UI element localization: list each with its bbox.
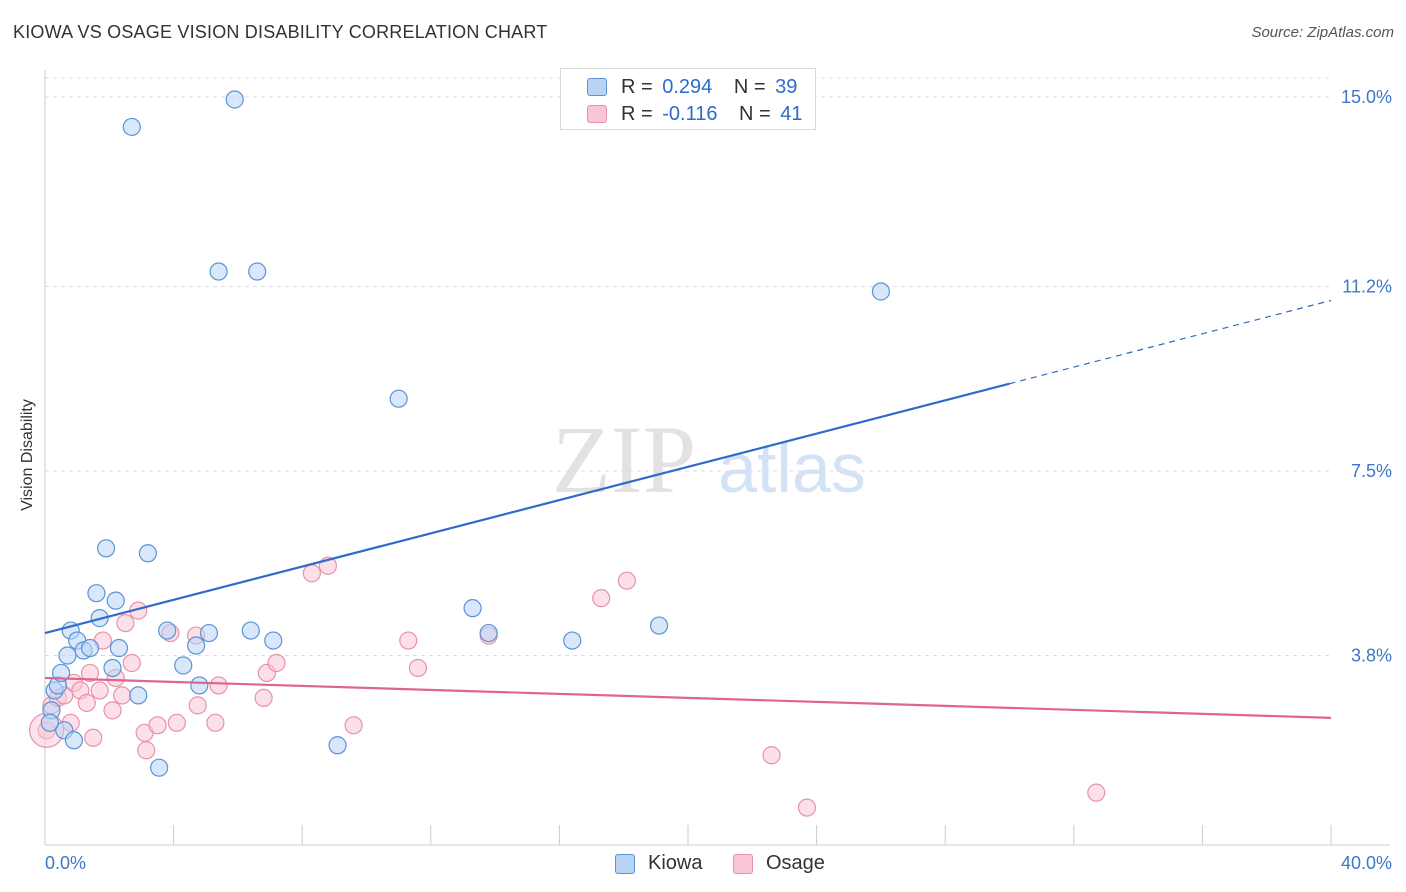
osage-point — [399, 631, 418, 650]
kiowa-legend-swatch — [615, 854, 635, 874]
kiowa-point — [58, 646, 77, 665]
kiowa-point — [51, 663, 71, 683]
kiowa-point — [264, 631, 283, 650]
osage-point — [762, 746, 781, 765]
kiowa-point — [150, 758, 169, 777]
osage-point — [148, 716, 167, 735]
kiowa-point — [103, 658, 122, 678]
osage-point — [103, 701, 122, 720]
osage-n-label: N = — [739, 103, 771, 125]
y-tick-label-3: 15.0% — [1341, 87, 1392, 107]
osage-r-value: -0.116 — [662, 103, 718, 125]
kiowa-point — [187, 636, 206, 655]
kiowa-point — [80, 638, 100, 658]
kiowa-point — [138, 544, 157, 563]
osage-point — [90, 681, 109, 700]
osage-point — [267, 653, 286, 673]
osage-point — [209, 676, 228, 695]
x-tick-labels: 0.0% 40.0% — [45, 853, 1392, 873]
chart-title: KIOWA VS OSAGE VISION DISABILITY CORRELA… — [13, 22, 548, 42]
x-tick-label-1: 40.0% — [1341, 853, 1392, 873]
osage-point — [122, 653, 141, 673]
kiowa-point — [328, 736, 347, 755]
osage-point — [302, 564, 321, 583]
osage-point — [797, 798, 817, 817]
kiowa-point — [174, 656, 193, 675]
osage-point — [80, 663, 100, 683]
y-tick-label-1: 7.5% — [1351, 461, 1392, 481]
osage-point — [592, 589, 611, 608]
gridlines — [45, 77, 1331, 657]
kiowa-point — [225, 90, 244, 109]
watermark-atlas: atlas — [718, 429, 866, 507]
osage-point — [1087, 783, 1106, 802]
osage-point — [137, 741, 156, 760]
kiowa-point — [122, 117, 141, 137]
osage-trend-line — [44, 676, 1332, 719]
osage-point — [116, 613, 135, 633]
kiowa-point — [649, 616, 669, 635]
osage-point — [254, 688, 273, 707]
source-label: Source: ZipAtlas.com — [1251, 24, 1394, 41]
osage-point — [167, 713, 186, 732]
osage-point — [84, 728, 103, 747]
kiowa-point — [463, 599, 482, 618]
kiowa-legend-label: Kiowa — [648, 852, 703, 874]
kiowa-point — [106, 591, 125, 610]
osage-point — [617, 571, 637, 590]
kiowa-point — [248, 262, 267, 281]
kiowa-point — [64, 731, 84, 750]
kiowa-point — [389, 389, 408, 408]
kiowa-point — [563, 631, 582, 650]
kiowa-n-value: 39 — [775, 76, 798, 98]
kiowa-point — [190, 676, 209, 695]
kiowa-point — [209, 262, 228, 281]
osage-n-value: 41 — [780, 103, 803, 125]
kiowa-r-value: 0.294 — [662, 76, 713, 98]
kiowa-point — [87, 584, 106, 603]
correlation-legend: R = 0.294 N = 39 R = -0.116 N = 41 — [560, 68, 816, 130]
y-tick-label-2: 11.2% — [1342, 276, 1392, 296]
kiowa-point — [129, 686, 148, 705]
trend-lines — [44, 299, 1332, 719]
osage-point — [206, 713, 225, 732]
kiowa-point — [479, 623, 498, 643]
kiowa-r-label: R = — [621, 76, 653, 98]
kiowa-points — [40, 90, 891, 777]
osage-legend-swatch — [733, 854, 753, 874]
kiowa-point — [96, 539, 116, 558]
osage-swatch — [587, 105, 607, 123]
kiowa-swatch — [587, 78, 607, 96]
kiowa-point — [871, 282, 891, 301]
kiowa-point — [241, 621, 260, 640]
y-tick-label-0: 3.8% — [1351, 646, 1392, 666]
osage-legend-label: Osage — [766, 852, 825, 874]
kiowa-point — [40, 713, 59, 732]
x-tick-label-0: 0.0% — [45, 853, 86, 873]
y-tick-labels: 3.8% 7.5% 11.2% 15.0% — [1341, 87, 1392, 666]
osage-point — [113, 686, 132, 705]
kiowa-point — [199, 623, 219, 643]
osage-point — [77, 693, 96, 712]
osage-point — [344, 716, 363, 735]
osage-point — [188, 696, 207, 715]
kiowa-point — [158, 621, 177, 640]
kiowa-point — [109, 638, 129, 658]
kiowa-trend-line — [44, 382, 1010, 635]
kiowa-trend-extension — [1009, 299, 1332, 385]
watermark: ZIP atlas — [552, 406, 866, 513]
osage-r-label: R = — [621, 103, 653, 125]
kiowa-n-label: N = — [733, 76, 766, 98]
osage-point — [408, 658, 428, 678]
